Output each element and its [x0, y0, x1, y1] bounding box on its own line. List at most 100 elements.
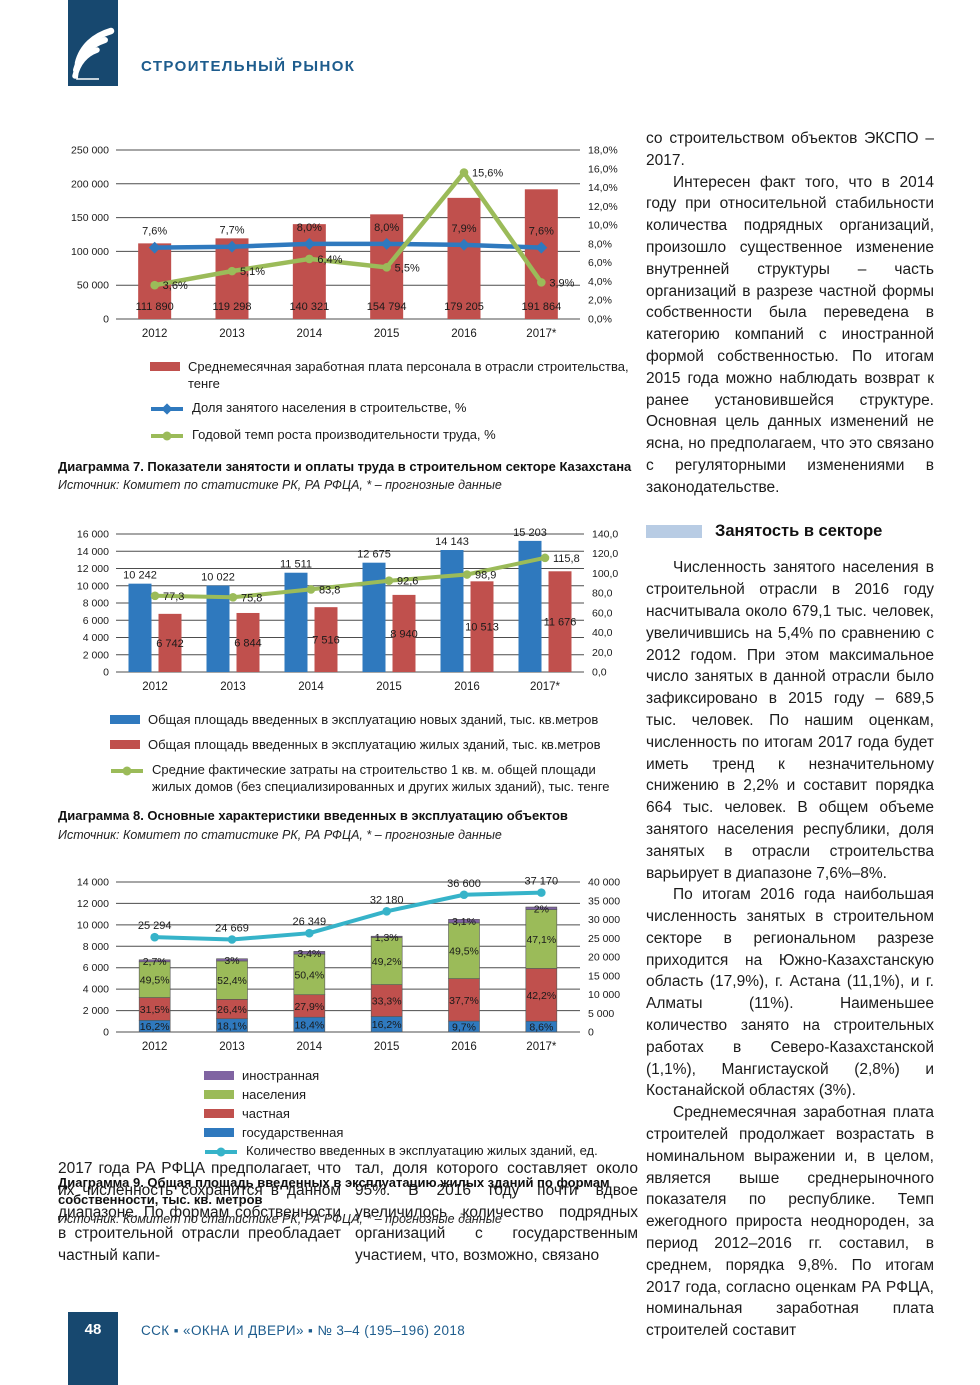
svg-text:18,1%: 18,1% [217, 1020, 247, 1032]
legend-item: государственная [204, 1125, 636, 1142]
paragraph: По итогам 2016 года наибольшая численнос… [646, 886, 934, 1100]
svg-text:179 205: 179 205 [444, 301, 484, 313]
svg-text:7,7%: 7,7% [219, 225, 244, 237]
legend-item: частная [204, 1106, 636, 1123]
svg-text:37 170: 37 170 [525, 876, 559, 888]
svg-text:49,5%: 49,5% [140, 975, 170, 987]
svg-text:2012: 2012 [142, 1041, 168, 1053]
svg-text:8,6%: 8,6% [529, 1022, 553, 1034]
svg-text:35 000: 35 000 [588, 895, 620, 907]
diagram7-legend: Среднемесячная заработная плата персонал… [150, 359, 636, 447]
subsection-heading-text: Занятость в секторе [715, 521, 883, 540]
svg-text:25 294: 25 294 [138, 920, 172, 932]
svg-text:36 600: 36 600 [447, 878, 481, 890]
svg-text:14 000: 14 000 [77, 876, 109, 888]
svg-text:4 000: 4 000 [83, 632, 109, 644]
diagram9-legend: иностранная населения частная государственн… [204, 1068, 636, 1163]
diagram7-source: Источник: Комитет по статистике РК, РА Р… [58, 478, 502, 493]
svg-text:5,1%: 5,1% [240, 266, 265, 278]
paragraph: со строительством объектов ЭКСПО – 2017. [646, 130, 934, 169]
svg-text:2013: 2013 [219, 328, 245, 340]
svg-text:8 000: 8 000 [83, 598, 109, 610]
charts-column: 0 50 000 100 000 150 000 200 000 250 000 0,0% 2… [58, 126, 636, 1250]
svg-text:2014: 2014 [297, 1041, 323, 1053]
svg-text:49,5%: 49,5% [449, 946, 479, 958]
svg-text:11 676: 11 676 [544, 617, 577, 629]
svg-text:6,4%: 6,4% [317, 254, 342, 266]
legend-bar-swatch-icon [110, 715, 140, 725]
svg-text:26,4%: 26,4% [217, 1004, 247, 1016]
svg-text:50,4%: 50,4% [294, 969, 324, 981]
svg-text:6 000: 6 000 [83, 962, 109, 974]
logo-swoosh-icon [72, 27, 115, 80]
svg-text:16,2%: 16,2% [140, 1021, 170, 1033]
svg-text:200 000: 200 000 [71, 178, 109, 190]
svg-text:11 511: 11 511 [280, 559, 312, 571]
legend-bar-swatch-icon [150, 362, 180, 371]
svg-text:3,1%: 3,1% [452, 916, 476, 928]
svg-text:12 000: 12 000 [77, 563, 109, 575]
svg-text:77,3: 77,3 [163, 591, 184, 603]
svg-text:47,1%: 47,1% [526, 934, 556, 946]
svg-text:50 000: 50 000 [77, 280, 109, 292]
svg-text:191 864: 191 864 [521, 301, 561, 313]
diagram9-source: Источник: Комитет по статистике РК, РА Р… [58, 1212, 502, 1227]
svg-text:6 844: 6 844 [234, 638, 262, 650]
svg-text:20,0: 20,0 [592, 647, 613, 659]
svg-text:18,4%: 18,4% [294, 1019, 324, 1031]
svg-text:2017*: 2017* [530, 681, 561, 693]
svg-text:1,3%: 1,3% [375, 932, 399, 944]
svg-text:14,0%: 14,0% [588, 182, 618, 194]
chart-svg: 0 50 000 100 000 150 000 200 000 250 000 0,0% 2… [71, 145, 618, 341]
svg-text:2 000: 2 000 [83, 1005, 109, 1017]
svg-text:20 000: 20 000 [588, 951, 620, 963]
svg-text:15 203: 15 203 [513, 527, 547, 539]
diagram7-block: 0 50 000 100 000 150 000 200 000 250 000 0,0% 2… [58, 126, 636, 493]
svg-text:7,9%: 7,9% [451, 223, 476, 235]
svg-text:12 000: 12 000 [77, 898, 109, 910]
legend-label: Средние фактические затраты на строитель… [152, 762, 610, 795]
svg-text:5 000: 5 000 [588, 1008, 614, 1020]
svg-text:2017*: 2017* [526, 1041, 557, 1053]
svg-text:83,8: 83,8 [319, 585, 340, 597]
diagram9-block: 0 2 000 4 000 6 000 8 000 10 000 12 000 14 000 0… [58, 866, 636, 1227]
diagram8-source: Источник: Комитет по статистике РК, РА Р… [58, 827, 502, 842]
paragraph: Среднемесячная заработная плата строител… [646, 1104, 934, 1340]
svg-text:26 349: 26 349 [293, 916, 327, 928]
svg-text:4 000: 4 000 [83, 984, 109, 996]
svg-text:2016: 2016 [451, 328, 477, 340]
page-number: 48 [68, 1312, 118, 1385]
svg-text:10 000: 10 000 [77, 581, 109, 593]
right-text-column: со строительством объектов ЭКСПО – 2017.… [646, 128, 934, 1342]
legend-label: Годовой темп роста производительности тр… [192, 426, 496, 442]
legend-label: населения [242, 1086, 307, 1102]
legend-label: иностранная [242, 1067, 320, 1083]
svg-text:42,2%: 42,2% [526, 990, 556, 1002]
legend-label: Среднемесячная заработная плата персонал… [188, 359, 629, 391]
svg-text:2012: 2012 [142, 328, 168, 340]
svg-text:250 000: 250 000 [71, 145, 109, 157]
svg-text:120,0: 120,0 [592, 549, 618, 561]
svg-text:25 000: 25 000 [588, 933, 620, 945]
svg-text:6,0%: 6,0% [588, 257, 612, 269]
svg-text:60,0: 60,0 [592, 608, 613, 620]
journal-footer: ССК ▪ «ОКНА И ДВЕРИ» ▪ № 3–4 (195–196) 2… [141, 1323, 466, 1338]
diagram9-caption: Диаграмма 9. Общая площадь введенных в э… [58, 1175, 610, 1208]
svg-text:49,2%: 49,2% [372, 956, 402, 968]
svg-text:140,0: 140,0 [592, 529, 618, 541]
svg-text:92,6: 92,6 [397, 576, 418, 588]
legend-label: Общая площадь введенных в эксплуатацию н… [148, 712, 599, 728]
svg-text:31,5%: 31,5% [140, 1004, 170, 1016]
legend-label: Общая площадь введенных в эксплуатацию ж… [148, 737, 601, 753]
legend-label: Количество введенных в эксплуатацию жилы… [246, 1143, 598, 1159]
svg-text:2013: 2013 [220, 681, 246, 693]
svg-text:30 000: 30 000 [588, 914, 620, 926]
legend-item: иностранная [204, 1068, 636, 1085]
diagram8-caption: Диаграмма 8. Основные характеристики вве… [58, 808, 568, 824]
svg-text:2,0%: 2,0% [588, 295, 612, 307]
legend-line-circle-swatch-icon [204, 1146, 238, 1163]
legend-label: Доля занятого населения в строительстве,… [192, 399, 467, 415]
svg-text:14 143: 14 143 [435, 536, 469, 548]
diagram8-block: 0 2 000 4 000 6 000 8 000 10 000 12 000 14 000 1… [58, 516, 636, 842]
